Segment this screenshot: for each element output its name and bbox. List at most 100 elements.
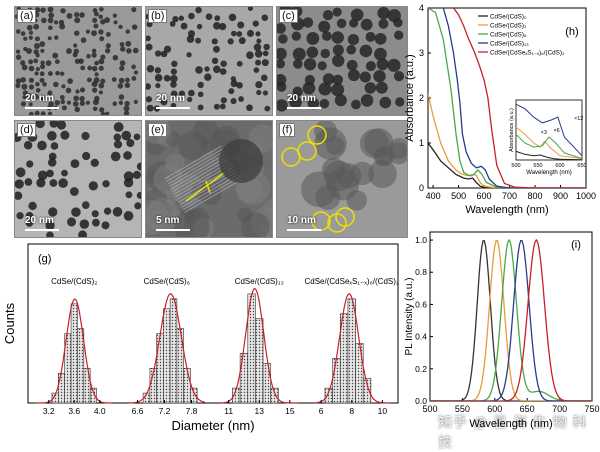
nanoparticle bbox=[47, 36, 52, 41]
tem-image-a bbox=[15, 7, 139, 115]
nanoparticle bbox=[26, 48, 32, 54]
nanoparticle bbox=[34, 71, 39, 76]
nanoparticle bbox=[100, 54, 106, 60]
nanoparticle bbox=[40, 7, 46, 13]
histogram-bar bbox=[362, 377, 372, 404]
nanoparticle bbox=[119, 60, 126, 66]
nanoparticle bbox=[91, 30, 97, 37]
nanoparticle bbox=[54, 59, 60, 65]
nanoparticle bbox=[125, 29, 130, 34]
nanoparticle bbox=[40, 63, 46, 70]
lattice-texture bbox=[263, 199, 272, 215]
nanoparticle bbox=[28, 30, 34, 35]
inset-x-tick-label: 600 bbox=[555, 163, 564, 169]
x-tick-label: 11 bbox=[224, 406, 233, 416]
inset-series-line bbox=[515, 150, 583, 161]
nanoparticle bbox=[277, 47, 287, 60]
nanoparticle bbox=[24, 178, 33, 186]
nanoparticle bbox=[292, 86, 303, 97]
nanoparticle bbox=[255, 31, 261, 37]
histogram-bar bbox=[176, 328, 184, 404]
tem-panel-label: (d) bbox=[17, 123, 37, 137]
nanoparticle bbox=[253, 43, 262, 52]
nanoparticle bbox=[277, 59, 285, 69]
nanoparticle bbox=[75, 89, 80, 94]
nanoparticle bbox=[133, 133, 141, 141]
plot-frame bbox=[27, 243, 399, 404]
nanoparticle bbox=[113, 20, 118, 25]
nanoparticle bbox=[186, 35, 195, 43]
nanoparticle bbox=[227, 38, 234, 45]
y-tick-label: 3 bbox=[419, 48, 424, 58]
nanoparticle bbox=[15, 179, 24, 189]
nanoparticle bbox=[25, 211, 34, 220]
nanoparticle bbox=[360, 18, 373, 31]
nanoparticle bbox=[125, 40, 132, 47]
histogram-bar bbox=[169, 298, 178, 404]
y-tick-label: 4 bbox=[419, 3, 424, 13]
nanoparticle bbox=[103, 207, 112, 215]
nanoparticle bbox=[73, 43, 78, 48]
nanoparticle bbox=[123, 151, 132, 160]
nanoparticle bbox=[146, 96, 153, 103]
nanoparticle bbox=[123, 177, 134, 188]
tem-panel-label: (b) bbox=[148, 9, 168, 23]
x-axis-label: Wavelength (nm) bbox=[469, 418, 552, 430]
nanoparticle bbox=[170, 74, 178, 83]
y-axis-label: PL Intensity (a.u.) bbox=[404, 278, 415, 356]
nanoparticle bbox=[238, 37, 246, 45]
nanoparticle bbox=[170, 68, 178, 75]
panel-label: (i) bbox=[571, 239, 581, 251]
nanoparticle bbox=[79, 219, 90, 229]
nanoparticle bbox=[262, 90, 268, 96]
nanoparticle bbox=[236, 31, 243, 37]
nanoparticle bbox=[37, 140, 47, 151]
nanoparticle bbox=[49, 179, 58, 187]
nanoparticle bbox=[170, 81, 177, 88]
nanoparticle bbox=[322, 9, 334, 21]
nanoparticle bbox=[42, 82, 47, 87]
nanoparticle bbox=[80, 37, 87, 43]
y-tick-label: 0.2 bbox=[415, 364, 427, 374]
nanoparticle bbox=[364, 82, 377, 94]
nanoparticle bbox=[67, 217, 77, 227]
nanoparticle bbox=[72, 52, 78, 58]
pl-series-line bbox=[430, 239, 592, 401]
nanoparticle bbox=[28, 65, 35, 72]
nanoparticle bbox=[123, 105, 130, 112]
histogram-bar bbox=[255, 318, 264, 404]
nanoparticle bbox=[105, 48, 111, 54]
lattice-texture bbox=[153, 164, 184, 194]
nanoparticle bbox=[94, 72, 99, 77]
x-tick-label: 3.6 bbox=[68, 406, 80, 416]
tem-panel-label: (a) bbox=[17, 9, 37, 23]
nanoparticle bbox=[45, 220, 55, 231]
nanoparticle bbox=[393, 70, 405, 82]
nanoparticle bbox=[60, 99, 66, 105]
nanoparticle bbox=[277, 99, 288, 112]
nanoparticle bbox=[15, 54, 22, 60]
nanoparticle bbox=[277, 23, 286, 34]
nanoparticle bbox=[47, 158, 57, 167]
nanoparticle bbox=[34, 110, 40, 115]
nanoparticle bbox=[92, 17, 98, 23]
nanoparticle bbox=[237, 21, 245, 29]
nanoparticle bbox=[260, 74, 268, 82]
nanoparticle bbox=[374, 47, 387, 61]
size-histogram-chart: (g) Diameter (nm) Counts CdSe/(CdS)₂ 3.2 3.6 4… bbox=[2, 243, 399, 433]
y-tick-label: 0.4 bbox=[415, 332, 427, 342]
nanoparticle bbox=[236, 60, 243, 67]
nanoparticle bbox=[393, 18, 403, 28]
nanoparticle bbox=[131, 64, 136, 70]
nanoparticle bbox=[302, 81, 316, 95]
tem-panel-label: (e) bbox=[148, 123, 168, 137]
particle-cluster bbox=[219, 139, 263, 183]
nanoparticle bbox=[212, 45, 220, 53]
nanoparticle bbox=[102, 180, 110, 188]
nanoparticle bbox=[133, 99, 138, 104]
nanoparticle bbox=[322, 73, 335, 85]
inset-annotation: ×3 bbox=[541, 130, 547, 136]
x-tick-label: 600 bbox=[487, 404, 502, 414]
histogram-bar bbox=[190, 387, 198, 404]
nanoparticle bbox=[91, 65, 98, 72]
